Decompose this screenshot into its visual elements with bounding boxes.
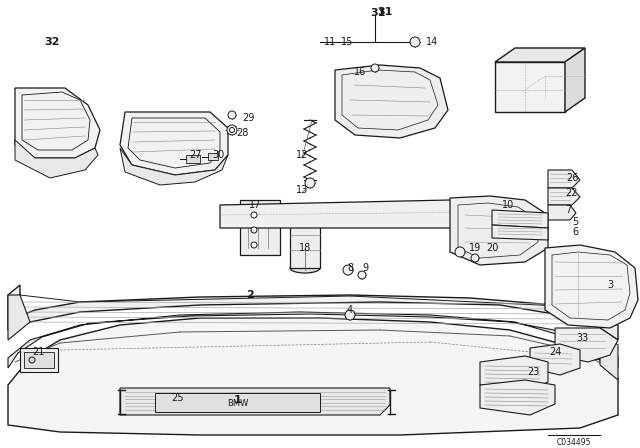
Polygon shape [548, 205, 576, 220]
Polygon shape [548, 188, 580, 205]
Polygon shape [24, 352, 54, 368]
Text: 29: 29 [242, 113, 254, 123]
Text: 25: 25 [172, 393, 184, 403]
Circle shape [228, 111, 236, 119]
Polygon shape [555, 328, 618, 362]
Text: 1: 1 [234, 395, 242, 405]
Text: 31: 31 [378, 7, 393, 17]
Circle shape [410, 37, 420, 47]
Text: 23: 23 [527, 367, 539, 377]
Polygon shape [490, 200, 510, 225]
Text: 5: 5 [572, 217, 578, 227]
Text: 26: 26 [566, 173, 578, 183]
Circle shape [345, 310, 355, 320]
Polygon shape [335, 65, 448, 138]
Text: 13: 13 [296, 185, 308, 195]
Circle shape [371, 64, 379, 72]
Polygon shape [208, 153, 218, 160]
Text: 20: 20 [486, 243, 498, 253]
Text: 4: 4 [347, 305, 353, 315]
Text: 21: 21 [32, 347, 44, 357]
Polygon shape [15, 88, 100, 158]
Circle shape [227, 125, 237, 135]
Polygon shape [120, 388, 390, 415]
Circle shape [251, 242, 257, 248]
Ellipse shape [290, 213, 320, 223]
Circle shape [29, 357, 35, 363]
Polygon shape [450, 196, 548, 265]
Circle shape [230, 128, 234, 133]
Text: 16: 16 [354, 67, 366, 77]
Polygon shape [186, 155, 200, 163]
Circle shape [251, 227, 257, 233]
Text: 3: 3 [607, 280, 613, 290]
Polygon shape [8, 318, 618, 435]
Text: 22: 22 [566, 188, 579, 198]
Polygon shape [220, 200, 490, 228]
Text: 14: 14 [426, 37, 438, 47]
Text: 8: 8 [347, 263, 353, 273]
Polygon shape [20, 348, 58, 372]
Polygon shape [15, 140, 98, 178]
Circle shape [455, 247, 465, 257]
Polygon shape [495, 48, 585, 62]
Text: C034495: C034495 [557, 438, 591, 447]
Text: 24: 24 [549, 347, 561, 357]
Circle shape [251, 212, 257, 218]
Polygon shape [240, 200, 280, 255]
Polygon shape [8, 285, 618, 340]
Text: 6: 6 [572, 227, 578, 237]
Circle shape [305, 178, 315, 188]
Text: 15: 15 [341, 37, 353, 47]
Polygon shape [530, 344, 580, 375]
Polygon shape [492, 210, 548, 228]
Text: 18: 18 [299, 243, 311, 253]
Polygon shape [290, 218, 320, 268]
Polygon shape [120, 148, 228, 185]
Polygon shape [155, 393, 320, 412]
Text: 11: 11 [324, 37, 336, 47]
Polygon shape [480, 356, 548, 392]
Text: 2: 2 [246, 290, 254, 300]
Text: 19: 19 [469, 243, 481, 253]
Polygon shape [565, 48, 585, 112]
Text: 32: 32 [44, 37, 60, 47]
Polygon shape [492, 225, 548, 240]
Polygon shape [545, 245, 638, 328]
Polygon shape [8, 295, 30, 340]
Polygon shape [480, 380, 555, 415]
Text: 17: 17 [249, 200, 261, 210]
Text: 7: 7 [565, 205, 571, 215]
Polygon shape [495, 62, 565, 112]
Polygon shape [548, 170, 580, 188]
Text: 9: 9 [362, 263, 368, 273]
Ellipse shape [290, 263, 320, 273]
Polygon shape [120, 112, 228, 175]
Text: 28: 28 [236, 128, 248, 138]
Text: 30: 30 [212, 150, 224, 160]
Circle shape [471, 254, 479, 262]
Text: 12: 12 [296, 150, 308, 160]
Text: BMW: BMW [227, 399, 249, 408]
Polygon shape [8, 312, 618, 368]
Text: 27: 27 [189, 150, 202, 160]
Polygon shape [600, 330, 618, 380]
Text: 10: 10 [502, 200, 514, 210]
Text: 31: 31 [371, 8, 386, 18]
Circle shape [358, 271, 366, 279]
Text: 33: 33 [576, 333, 588, 343]
Circle shape [343, 265, 353, 275]
